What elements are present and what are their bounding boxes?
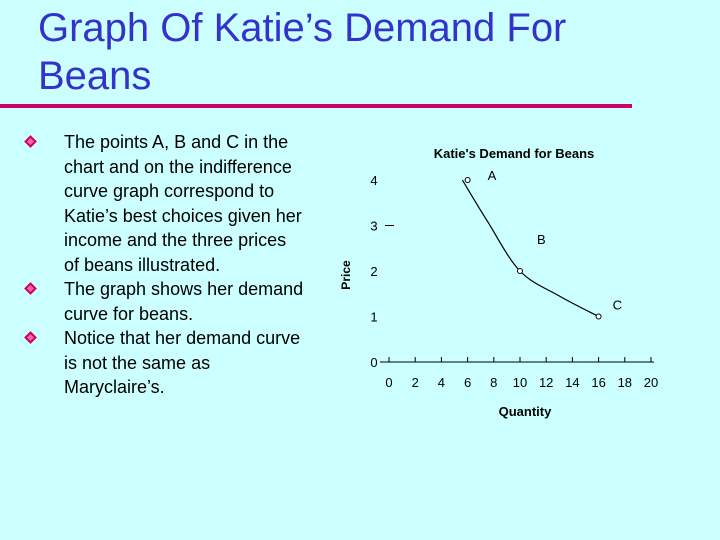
y-axis-label: Price (339, 260, 353, 290)
x-tick-label: 4 (438, 375, 445, 390)
y-tick-label: 1 (370, 310, 377, 325)
bullet-item: The points A, B and C in the chart and o… (24, 130, 306, 277)
x-ticks: 0 2 4 6 8 10 12 14 16 18 20 (385, 357, 658, 390)
x-tick-label: 16 (591, 375, 605, 390)
diamond-bullet-icon (24, 331, 37, 344)
x-tick-label: 14 (565, 375, 579, 390)
point-b-marker (517, 268, 523, 274)
x-tick-label: 0 (385, 375, 392, 390)
x-tick-label: 8 (490, 375, 497, 390)
demand-curve (461, 179, 599, 318)
y-tick-label: 2 (370, 264, 377, 279)
slide-title: Graph Of Katie’s Demand For Beans (38, 6, 567, 98)
x-tick-label: 20 (644, 375, 658, 390)
y-ticks: 0 1 2 3 4 (370, 173, 394, 370)
point-a-marker (464, 177, 471, 183)
y-tick-label: 4 (370, 173, 377, 188)
y-tick-label: 0 (370, 355, 377, 370)
x-tick-label: 12 (539, 375, 553, 390)
demand-chart: Katie's Demand for Beans Price Quantity … (339, 146, 658, 419)
x-tick-label: 2 (412, 375, 419, 390)
demand-points: A B C (464, 168, 622, 320)
bullet-item: The graph shows her demand curve for bea… (24, 277, 306, 326)
bullet-item: Notice that her demand curve is not the … (24, 326, 306, 400)
x-tick-label: 18 (618, 375, 632, 390)
diamond-bullet-icon (24, 282, 37, 295)
chart-title: Katie's Demand for Beans (434, 146, 595, 161)
bullet-text: The graph shows her demand curve for bea… (64, 279, 304, 324)
point-b-label: B (537, 232, 546, 247)
x-axis-label: Quantity (499, 404, 552, 419)
x-tick-label: 10 (513, 375, 527, 390)
diamond-bullet-icon (24, 135, 37, 148)
point-c-label: C (613, 298, 622, 313)
bullet-text: The points A, B and C in the chart and o… (64, 132, 302, 275)
point-c-marker (595, 313, 602, 320)
bullet-list: The points A, B and C in the chart and o… (24, 130, 306, 400)
title-rule (0, 104, 632, 108)
y-tick-label: 3 (370, 219, 377, 234)
x-tick-label: 6 (464, 375, 471, 390)
point-a-label: A (488, 168, 497, 183)
bullet-text: Notice that her demand curve is not the … (64, 328, 301, 397)
